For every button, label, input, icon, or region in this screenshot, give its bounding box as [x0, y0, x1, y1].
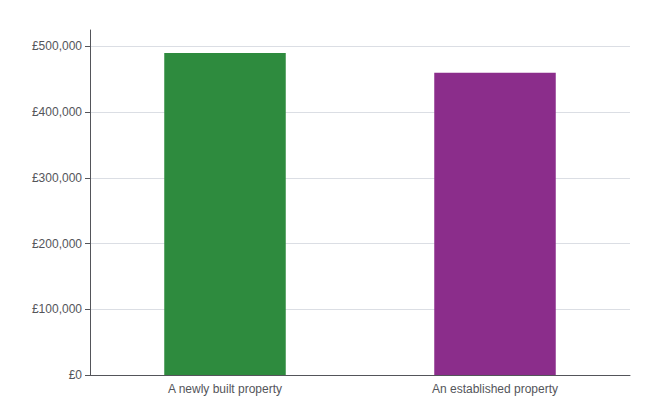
svg-text:£400,000: £400,000 [32, 105, 82, 119]
svg-text:£300,000: £300,000 [32, 171, 82, 185]
svg-text:£100,000: £100,000 [32, 302, 82, 316]
svg-text:£0: £0 [69, 368, 83, 382]
svg-text:An established property: An established property [432, 382, 558, 396]
svg-text:A newly built property: A newly built property [168, 382, 282, 396]
svg-text:£500,000: £500,000 [32, 39, 82, 53]
svg-text:£200,000: £200,000 [32, 237, 82, 251]
